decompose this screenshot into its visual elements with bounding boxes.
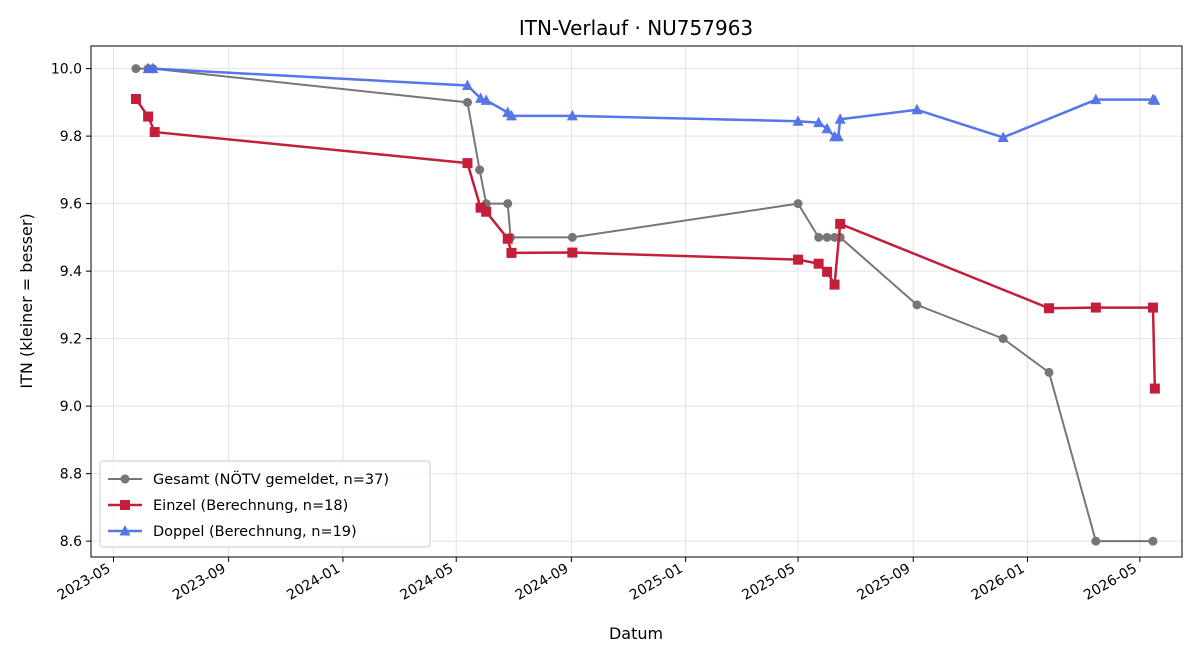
data-point: [1148, 536, 1158, 546]
data-point: [130, 93, 141, 104]
data-point: [567, 232, 577, 242]
data-point: [814, 232, 824, 242]
plot-series: [130, 62, 1161, 546]
x-tick-label: 2023-05: [55, 561, 114, 604]
legend: Gesamt (NÖTV gemeldet, n=37) Einzel (Bere…: [99, 460, 431, 548]
data-point: [1149, 383, 1160, 394]
x-tick-label: 2024-05: [398, 561, 457, 604]
data-point: [998, 334, 1008, 344]
x-tick-label: 2026-05: [1081, 561, 1140, 604]
y-tick-label: 8.6: [60, 534, 82, 550]
legend-box: [99, 460, 431, 548]
data-point: [506, 247, 517, 258]
x-tick-label: 2025-09: [855, 561, 914, 604]
data-point: [1091, 536, 1101, 546]
data-point: [461, 79, 473, 90]
legend-entry: [108, 525, 142, 536]
y-tick-label: 9.0: [60, 399, 82, 415]
data-point: [1149, 94, 1161, 105]
legend-marker: [120, 500, 130, 510]
series-line: [148, 67, 1156, 139]
legend-marker: [119, 525, 131, 536]
x-tick-label: 2026-01: [969, 561, 1028, 604]
legend-entry: [108, 500, 142, 510]
data-point: [505, 109, 517, 121]
data-point: [481, 206, 492, 217]
data-point: [503, 199, 513, 209]
y-tick-label: 10.0: [51, 62, 82, 78]
x-tick-label: 2025-05: [739, 561, 798, 604]
data-point: [147, 62, 159, 74]
data-point: [834, 113, 846, 124]
data-point: [997, 131, 1009, 142]
data-point: [822, 266, 833, 277]
data-point: [149, 127, 160, 138]
grid: [91, 46, 1182, 557]
data-point: [911, 103, 923, 115]
data-point: [131, 64, 141, 74]
data-point: [832, 130, 844, 142]
legend-label: Gesamt (NÖTV gemeldet, n=37): [153, 470, 389, 488]
series-line: [134, 98, 1157, 389]
data-point: [1044, 367, 1054, 377]
y-tick-label: 9.8: [60, 129, 82, 145]
data-point: [912, 300, 922, 310]
data-point: [462, 158, 473, 169]
data-point: [829, 279, 840, 290]
x-tick-label: 2023-09: [170, 561, 229, 604]
data-point: [822, 232, 832, 242]
x-tick-label: 2024-09: [513, 561, 572, 604]
series-triangle: [142, 62, 1161, 142]
data-point: [566, 109, 578, 121]
x-tick-label: 2024-01: [284, 561, 343, 604]
data-point: [793, 254, 804, 265]
data-point: [502, 233, 513, 244]
x-axis-label: Datum: [609, 624, 663, 643]
data-point: [143, 111, 154, 122]
data-point: [1044, 303, 1055, 314]
data-point: [475, 202, 486, 213]
x-tick-label: 2025-01: [627, 561, 686, 604]
data-point: [475, 165, 485, 175]
legend-label: Einzel (Berechnung, n=18): [153, 498, 348, 514]
legend-entry: [108, 474, 142, 484]
data-point: [1090, 93, 1102, 105]
series-square: [130, 93, 1160, 394]
series-circle: [131, 64, 1158, 546]
data-point: [793, 199, 803, 209]
data-point: [792, 115, 804, 126]
y-axis-label: ITN (kleiner = besser): [17, 213, 36, 388]
data-point: [813, 116, 825, 128]
y-tick-label: 9.6: [60, 197, 82, 213]
data-point: [462, 97, 472, 107]
data-point: [567, 247, 578, 258]
data-point: [480, 94, 492, 105]
data-point: [1090, 302, 1101, 313]
chart-title: ITN-Verlauf · NU757963: [519, 16, 753, 40]
y-tick-label: 8.8: [60, 467, 82, 483]
y-tick-label: 9.2: [60, 332, 82, 348]
legend-marker: [120, 474, 130, 484]
data-point: [821, 122, 833, 134]
y-tick-label: 9.4: [60, 264, 82, 280]
data-point: [1147, 302, 1158, 313]
legend-label: Doppel (Berechnung, n=19): [153, 524, 357, 540]
plot-frame: [90, 45, 1183, 558]
data-point: [835, 218, 846, 229]
data-point: [813, 258, 824, 269]
